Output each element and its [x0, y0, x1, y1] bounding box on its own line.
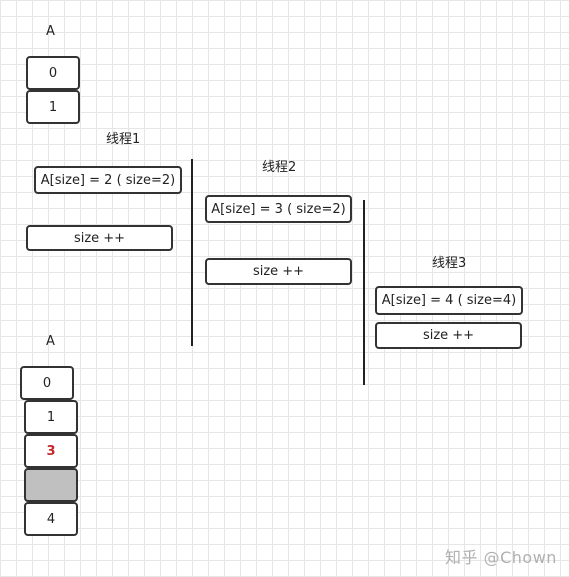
- array-cell-before-0: 0: [26, 56, 80, 90]
- array-cell-after-0: 0: [20, 366, 74, 400]
- thread-2-label: 线程2: [262, 160, 297, 175]
- thread-divider-2: [363, 200, 365, 385]
- thread-1-label: 线程1: [106, 132, 141, 147]
- array-label-before: A: [46, 24, 55, 39]
- thread-3-label: 线程3: [432, 256, 467, 271]
- thread-3-increment-step: size ++: [375, 322, 522, 349]
- array-cell-after-3-empty: [24, 468, 78, 502]
- array-label-after: A: [46, 334, 55, 349]
- array-cell-before-1: 1: [26, 90, 80, 124]
- array-cell-after-4: 4: [24, 502, 78, 536]
- watermark: 知乎 @Chown: [445, 548, 557, 567]
- thread-2-assign-step: A[size] = 3 ( size=2): [205, 195, 352, 223]
- thread-2-increment-step: size ++: [205, 258, 352, 285]
- thread-3-assign-step: A[size] = 4 ( size=4): [375, 286, 523, 315]
- array-cell-after-1: 1: [24, 400, 78, 434]
- thread-divider-1: [191, 159, 193, 346]
- thread-1-assign-step: A[size] = 2 ( size=2): [34, 166, 182, 194]
- array-cell-after-2-overwritten: 3: [24, 434, 78, 468]
- thread-1-increment-step: size ++: [26, 225, 173, 251]
